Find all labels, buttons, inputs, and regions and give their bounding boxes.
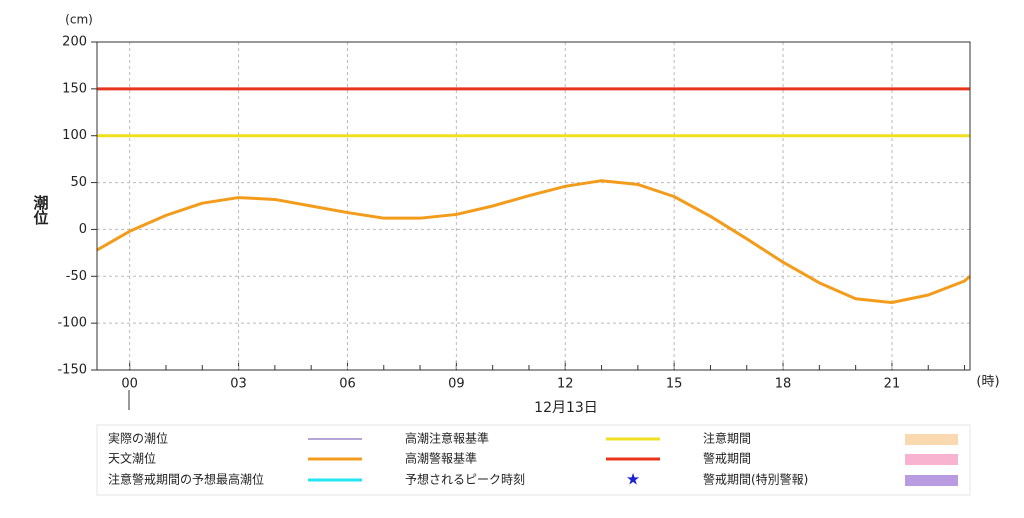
x-tick-label: 09 [448,377,465,392]
y-tick-label: 200 [62,35,87,50]
legend-label: 天文潮位 [108,451,156,466]
y-tick-label: -100 [57,316,87,331]
x-tick-label: 12 [557,377,574,392]
legend-label: 警戒期間(特別警報) [703,472,808,487]
x-tick-label: 03 [230,377,247,392]
x-tick-label: 15 [666,377,683,392]
y-label: 潮位 [32,194,50,225]
x-tick-label: 06 [339,377,356,392]
y-tick-label: -50 [66,269,87,284]
x-unit: (時) [976,375,999,390]
y-tick-label: 50 [70,175,87,190]
legend-label: 実際の潮位 [108,431,168,446]
x-tick-label: 21 [884,377,901,392]
plot-frame [96,41,971,371]
series-line [96,179,971,305]
legend-label: 高潮警報基準 [405,451,477,466]
x-tick-label: 00 [121,377,138,392]
legend-label: 高潮注意報基準 [405,431,489,446]
legend-label: 注意警戒期間の予想最高潮位 [108,472,264,487]
legend-box [96,424,971,496]
y-tick-label: 100 [62,128,87,143]
legend-label: 警戒期間 [703,451,751,466]
legend-swatch [905,454,958,465]
x-tick-label: 18 [775,377,792,392]
legend-star: ★ [626,470,640,489]
legend-swatch [905,475,958,486]
legend-label: 注意期間 [703,431,751,446]
legend-swatch [905,434,958,445]
y-tick-label: -150 [57,363,87,378]
y-tick-label: 150 [62,81,87,96]
y-unit: (cm) [65,13,93,27]
date-label: 12月13日 [534,400,598,416]
legend-label: 予想されるピーク時刻 [405,472,525,487]
y-tick-label: 0 [79,222,87,237]
